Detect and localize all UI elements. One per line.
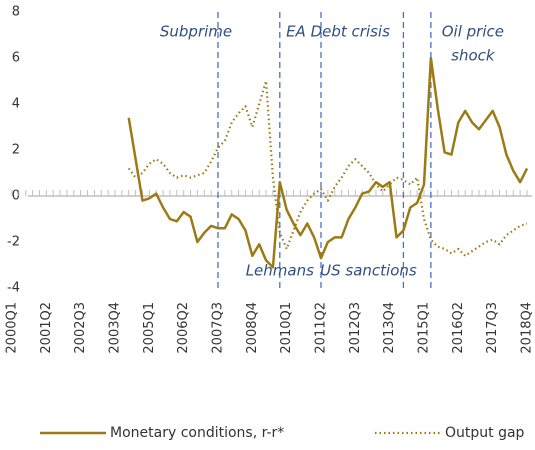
event-label: shock	[451, 47, 496, 65]
event-label: US sanctions	[320, 262, 417, 280]
event-label: Oil price	[442, 23, 504, 41]
x-tick-label: 2007Q3	[211, 302, 226, 354]
x-tick-label: 2005Q1	[142, 302, 157, 354]
y-tick-label: 2	[12, 143, 20, 158]
legend-label: Output gap	[445, 425, 525, 441]
y-tick-label: -2	[7, 235, 20, 250]
y-tick-label: 8	[12, 5, 20, 20]
legend-label: Monetary conditions, r-r*	[110, 425, 284, 441]
x-tick-label: 2010Q1	[279, 302, 294, 354]
event-label: Subprime	[160, 23, 232, 41]
x-tick-label: 2017Q3	[485, 302, 500, 354]
x-tick-label: 2012Q3	[348, 302, 363, 354]
event-label: Lehmans	[246, 262, 314, 280]
x-tick-label: 2002Q3	[73, 302, 88, 354]
y-tick-label: 6	[12, 51, 20, 66]
x-tick-label: 2016Q2	[451, 302, 466, 354]
x-tick-label: 2015Q1	[417, 302, 432, 354]
series-line	[127, 79, 528, 257]
event-label: EA Debt crisis	[286, 23, 390, 41]
series-line	[127, 56, 529, 269]
x-tick-label: 2001Q2	[39, 302, 54, 354]
y-tick-label: -4	[7, 281, 20, 296]
x-tick-label: 2013Q4	[382, 302, 397, 354]
x-tick-label: 2003Q4	[108, 302, 123, 354]
y-tick-label: 4	[12, 97, 20, 112]
y-tick-label: 0	[12, 189, 20, 204]
x-tick-label: 2011Q2	[314, 302, 329, 354]
x-tick-label: 2000Q1	[5, 302, 20, 354]
x-tick-label: 2018Q4	[520, 302, 535, 354]
x-tick-label: 2008Q4	[245, 302, 260, 354]
x-tick-label: 2006Q2	[176, 302, 191, 354]
